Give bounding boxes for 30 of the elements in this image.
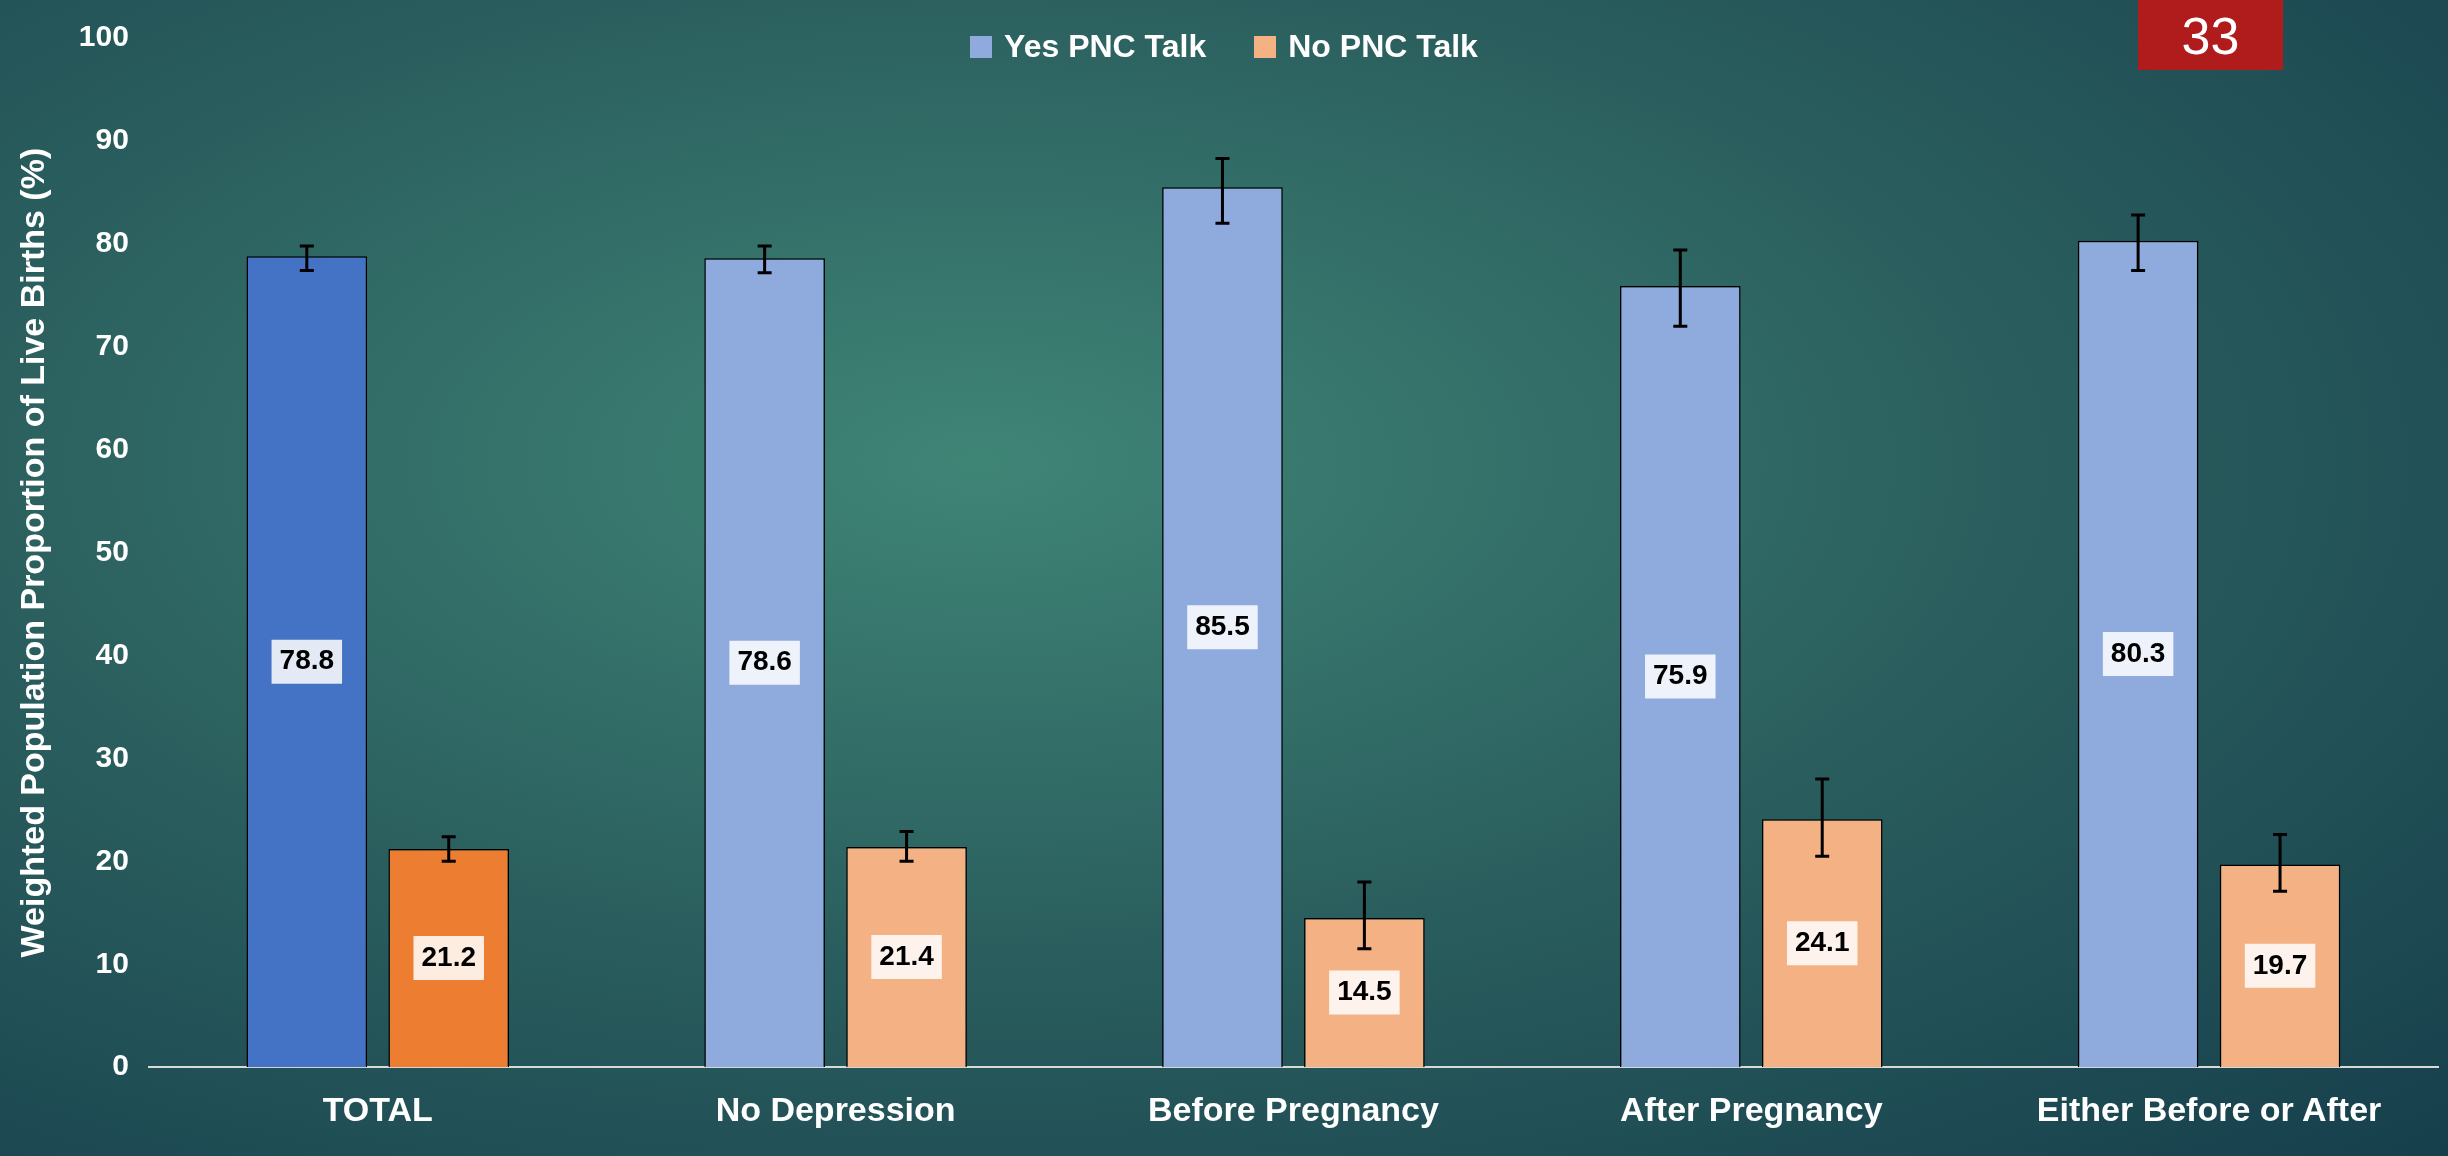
x-tick-label: Before Pregnancy — [1147, 1089, 1440, 1128]
y-tick-label: 50 — [95, 533, 129, 567]
data-label: 80.3 — [2110, 636, 2166, 668]
data-label: 21.4 — [879, 939, 935, 971]
x-tick-label: No Depression — [715, 1089, 956, 1128]
annotation: 33 — [2138, 0, 2283, 70]
y-axis-title: Weighted Population Proportion of Live Births (%) — [12, 147, 51, 958]
x-tick-label: TOTAL — [322, 1089, 433, 1128]
data-label: 24.1 — [1794, 925, 1850, 957]
x-tick-label: Either Before or After — [2036, 1089, 2382, 1128]
y-tick-label: 90 — [95, 122, 129, 156]
data-label: 14.5 — [1337, 975, 1392, 1007]
y-tick-label: 20 — [95, 842, 129, 876]
data-label: 78.6 — [737, 645, 792, 677]
data-label: 19.7 — [2252, 948, 2308, 980]
y-tick-label: 30 — [95, 739, 129, 773]
legend-label: Yes PNC Talk — [1004, 28, 1207, 65]
y-tick-label: 40 — [95, 636, 129, 670]
y-tick-label: 0 — [112, 1048, 129, 1082]
y-tick-label: 60 — [95, 430, 129, 464]
x-tick-label: After Pregnancy — [1619, 1089, 1883, 1128]
data-label: 75.9 — [1653, 659, 1708, 691]
y-tick-label: 100 — [78, 19, 129, 53]
data-label: 21.2 — [421, 940, 476, 972]
y-tick-label: 10 — [95, 945, 129, 979]
data-label: 85.5 — [1195, 609, 1250, 641]
y-tick-label: 70 — [95, 328, 129, 362]
y-tick-label: 80 — [95, 225, 129, 259]
data-label: 78.8 — [279, 644, 335, 676]
legend-label: No PNC Talk — [1288, 28, 1478, 65]
